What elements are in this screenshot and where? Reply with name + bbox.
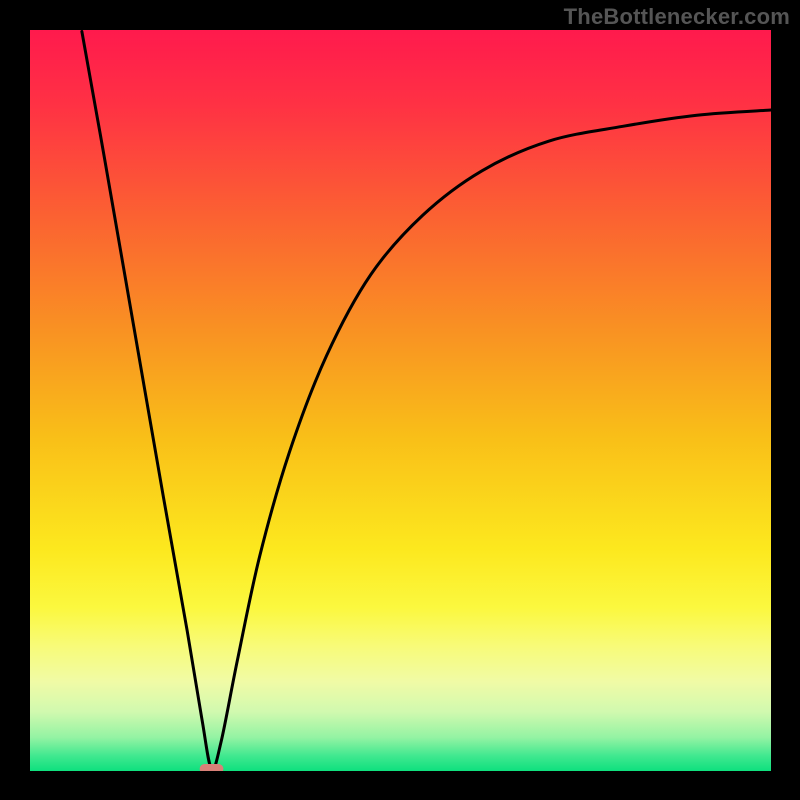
watermark-text: TheBottlenecker.com (564, 4, 790, 30)
plot-area (30, 30, 771, 771)
optimum-marker (200, 764, 224, 771)
chart-svg (30, 30, 771, 771)
gradient-background (30, 30, 771, 771)
